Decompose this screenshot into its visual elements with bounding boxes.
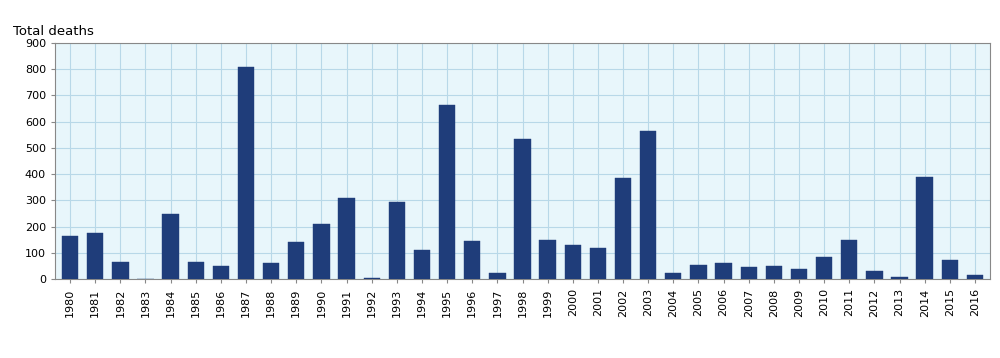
- Bar: [766, 266, 782, 279]
- Bar: [162, 214, 179, 279]
- Bar: [338, 198, 355, 279]
- Bar: [238, 67, 254, 279]
- Bar: [263, 263, 279, 279]
- Bar: [464, 241, 480, 279]
- Bar: [313, 224, 330, 279]
- Text: Total deaths: Total deaths: [13, 25, 94, 38]
- Bar: [439, 105, 455, 279]
- Bar: [841, 240, 857, 279]
- Bar: [389, 202, 405, 279]
- Bar: [514, 139, 531, 279]
- Bar: [690, 265, 707, 279]
- Bar: [62, 236, 78, 279]
- Bar: [489, 273, 506, 279]
- Bar: [112, 262, 129, 279]
- Bar: [942, 260, 958, 279]
- Bar: [615, 178, 631, 279]
- Bar: [213, 266, 229, 279]
- Bar: [288, 242, 304, 279]
- Bar: [188, 262, 204, 279]
- Bar: [866, 271, 883, 279]
- Bar: [916, 177, 933, 279]
- Bar: [967, 275, 983, 279]
- Bar: [414, 250, 430, 279]
- Bar: [87, 233, 103, 279]
- Bar: [640, 131, 656, 279]
- Bar: [741, 267, 757, 279]
- Bar: [590, 248, 606, 279]
- Bar: [665, 274, 681, 279]
- Bar: [565, 245, 581, 279]
- Bar: [791, 269, 807, 279]
- Bar: [715, 263, 732, 279]
- Bar: [539, 240, 556, 279]
- Bar: [891, 277, 908, 279]
- Bar: [816, 257, 832, 279]
